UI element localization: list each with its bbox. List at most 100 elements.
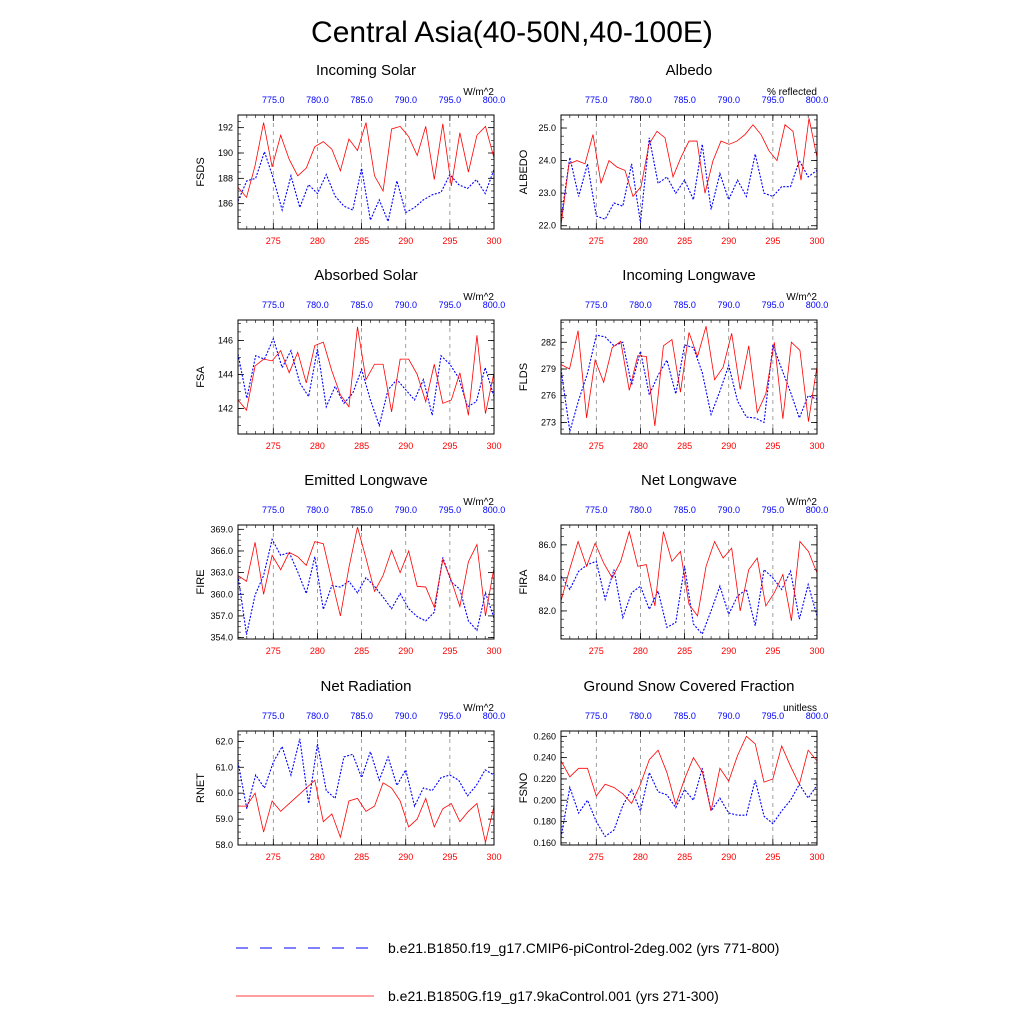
series-line-piControl bbox=[238, 738, 494, 809]
y-tick-label: 354.0 bbox=[210, 633, 233, 643]
y-tick-label: 58.0 bbox=[215, 840, 233, 850]
x-tick-label-bottom: 280 bbox=[633, 852, 648, 862]
x-tick-label-top: 785.0 bbox=[350, 95, 373, 105]
panel-incoming-solar: Incoming Solar W/m^2 275 775.0 280 780.0 285 78… bbox=[195, 62, 505, 246]
x-tick-label-top: 785.0 bbox=[673, 300, 696, 310]
x-tick-label-bottom: 280 bbox=[310, 852, 325, 862]
x-tick-label-top: 790.0 bbox=[394, 95, 417, 105]
x-tick-label-top: 775.0 bbox=[585, 300, 608, 310]
x-tick-label-bottom: 280 bbox=[633, 441, 648, 451]
series-line-piControl bbox=[238, 537, 494, 635]
legend: b.e21.B1850.f19_g17.CMIP6-piControl-2deg… bbox=[236, 940, 779, 1004]
units-label: W/m^2 bbox=[463, 292, 494, 303]
y-axis-label: FSA bbox=[195, 366, 207, 388]
y-axis-label: FSNO bbox=[518, 772, 530, 803]
x-tick-label-bottom: 285 bbox=[354, 646, 369, 656]
y-tick-label: 84.0 bbox=[538, 573, 556, 583]
x-tick-label-top: 785.0 bbox=[350, 711, 373, 721]
y-tick-label: 0.160 bbox=[533, 838, 556, 848]
panel-title: Incoming Solar bbox=[316, 62, 416, 79]
panel-incoming-longwave: Incoming Longwave W/m^2 275 775.0 280 780.0 28… bbox=[518, 267, 828, 451]
plot-frame bbox=[560, 524, 818, 640]
x-tick-label-top: 790.0 bbox=[717, 300, 740, 310]
x-tick-label-top: 775.0 bbox=[262, 300, 285, 310]
panel-title: Net Radiation bbox=[321, 678, 412, 695]
x-tick-label-bottom: 285 bbox=[354, 236, 369, 246]
x-tick-label-bottom: 295 bbox=[442, 441, 457, 451]
x-tick-label-top: 800.0 bbox=[806, 505, 829, 515]
x-tick-label-top: 780.0 bbox=[629, 505, 652, 515]
x-tick-label-bottom: 295 bbox=[765, 441, 780, 451]
x-tick-label-bottom: 275 bbox=[266, 646, 281, 656]
x-tick-label-bottom: 295 bbox=[442, 236, 457, 246]
x-tick-label-bottom: 290 bbox=[721, 236, 736, 246]
y-tick-label: 0.180 bbox=[533, 817, 556, 827]
x-tick-label-top: 800.0 bbox=[806, 300, 829, 310]
x-tick-label-bottom: 295 bbox=[765, 646, 780, 656]
plot-frame bbox=[237, 319, 495, 435]
series-line-9kaControl bbox=[561, 118, 817, 226]
y-tick-label: 146 bbox=[218, 335, 233, 345]
legend-label-piControl: b.e21.B1850.f19_g17.CMIP6-piControl-2deg… bbox=[388, 940, 779, 956]
x-tick-label-top: 790.0 bbox=[717, 711, 740, 721]
x-tick-label-bottom: 290 bbox=[398, 646, 413, 656]
x-tick-label-top: 800.0 bbox=[483, 95, 506, 105]
x-tick-label-top: 800.0 bbox=[483, 300, 506, 310]
x-tick-label-top: 795.0 bbox=[762, 300, 785, 310]
x-tick-label-top: 780.0 bbox=[306, 95, 329, 105]
y-tick-label: 357.0 bbox=[210, 611, 233, 621]
y-tick-label: 82.0 bbox=[538, 606, 556, 616]
x-tick-label-bottom: 300 bbox=[486, 646, 501, 656]
y-tick-label: 59.0 bbox=[215, 814, 233, 824]
x-tick-label-bottom: 285 bbox=[354, 852, 369, 862]
panel-absorbed-solar: Absorbed Solar W/m^2 275 775.0 280 780.0 285 78… bbox=[195, 267, 505, 451]
x-tick-label-bottom: 275 bbox=[589, 441, 604, 451]
plot-frame bbox=[237, 524, 495, 640]
x-tick-label-bottom: 290 bbox=[398, 852, 413, 862]
x-tick-label-bottom: 275 bbox=[266, 441, 281, 451]
x-tick-label-top: 800.0 bbox=[483, 505, 506, 515]
y-tick-label: 22.0 bbox=[538, 221, 556, 231]
x-tick-label-bottom: 275 bbox=[266, 852, 281, 862]
x-tick-label-bottom: 285 bbox=[354, 441, 369, 451]
units-label: W/m^2 bbox=[463, 703, 494, 714]
units-label: % reflected bbox=[767, 87, 817, 98]
x-tick-label-top: 775.0 bbox=[262, 711, 285, 721]
x-tick-label-top: 795.0 bbox=[439, 711, 462, 721]
series-line-piControl bbox=[561, 768, 817, 838]
y-tick-label: 86.0 bbox=[538, 540, 556, 550]
figure-title: Central Asia(40-50N,40-100E) bbox=[311, 16, 713, 49]
x-tick-label-top: 795.0 bbox=[762, 95, 785, 105]
y-tick-label: 192 bbox=[218, 123, 233, 133]
y-tick-label: 0.240 bbox=[533, 753, 556, 763]
y-tick-label: 0.220 bbox=[533, 774, 556, 784]
y-tick-label: 369.0 bbox=[210, 524, 233, 534]
plot-frame bbox=[237, 114, 495, 230]
x-tick-label-top: 780.0 bbox=[629, 300, 652, 310]
series-line-9kaControl bbox=[238, 326, 494, 416]
y-tick-label: 25.0 bbox=[538, 123, 556, 133]
x-tick-label-top: 775.0 bbox=[585, 711, 608, 721]
y-tick-label: 142 bbox=[218, 403, 233, 413]
x-tick-label-bottom: 285 bbox=[677, 236, 692, 246]
x-tick-label-bottom: 275 bbox=[589, 646, 604, 656]
x-tick-label-top: 780.0 bbox=[306, 505, 329, 515]
y-tick-label: 60.0 bbox=[215, 788, 233, 798]
x-tick-label-top: 800.0 bbox=[806, 95, 829, 105]
y-axis-label: FSDS bbox=[195, 157, 207, 186]
x-tick-label-top: 785.0 bbox=[673, 505, 696, 515]
x-tick-label-bottom: 285 bbox=[677, 852, 692, 862]
plot-frame bbox=[560, 114, 818, 230]
x-tick-label-bottom: 285 bbox=[677, 441, 692, 451]
y-axis-label: FLDS bbox=[518, 363, 530, 391]
x-tick-label-top: 795.0 bbox=[439, 300, 462, 310]
x-tick-label-bottom: 280 bbox=[310, 441, 325, 451]
x-tick-label-bottom: 290 bbox=[721, 441, 736, 451]
x-tick-label-bottom: 300 bbox=[809, 236, 824, 246]
x-tick-label-bottom: 300 bbox=[809, 441, 824, 451]
y-tick-label: 276 bbox=[541, 391, 556, 401]
units-label: W/m^2 bbox=[463, 497, 494, 508]
x-tick-label-top: 780.0 bbox=[306, 711, 329, 721]
series-line-9kaControl bbox=[561, 735, 817, 811]
y-tick-label: 190 bbox=[218, 148, 233, 158]
